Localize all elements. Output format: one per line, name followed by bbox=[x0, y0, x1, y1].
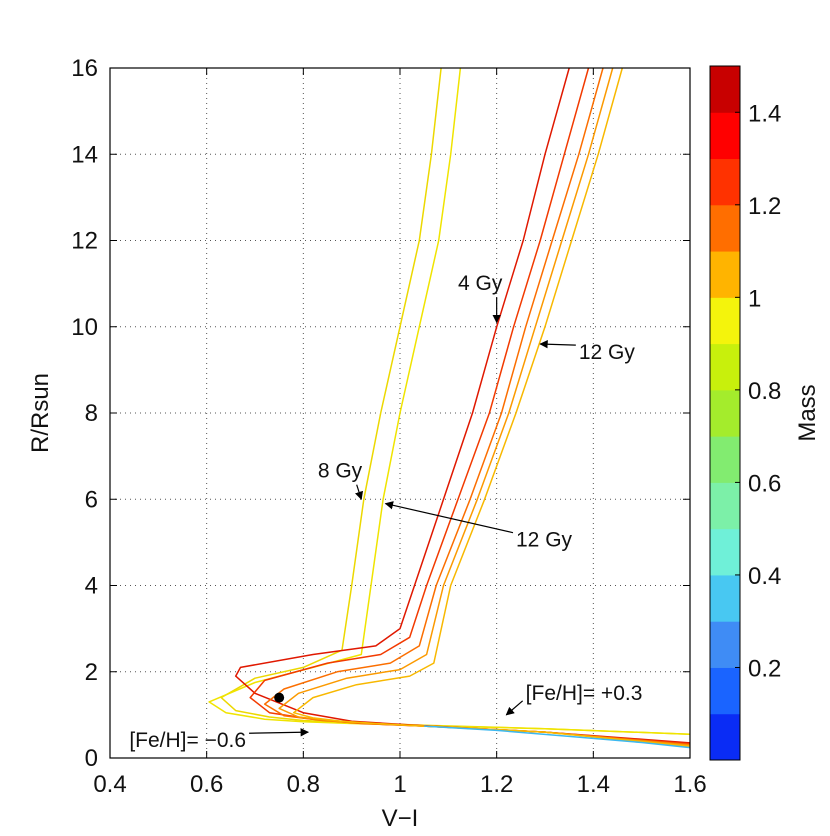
x-tick-label: 1.6 bbox=[673, 771, 706, 798]
colorbar-tick-label: 1.4 bbox=[748, 100, 781, 127]
isochrone-line bbox=[208, 67, 691, 736]
colorbar-frame bbox=[709, 65, 741, 761]
colorbar-segment bbox=[710, 204, 740, 252]
colorbar-tick-label: 1.2 bbox=[748, 193, 781, 220]
colorbar-label: Mass bbox=[794, 384, 821, 441]
annotation-label: 12 Gy bbox=[516, 529, 573, 552]
x-tick-label: 0.4 bbox=[93, 771, 126, 798]
colorbar-tick-label: 0.2 bbox=[748, 655, 781, 682]
x-tick-label: 0.6 bbox=[190, 771, 223, 798]
annotation-label: 8 Gy bbox=[318, 460, 363, 483]
annotation-arrow bbox=[249, 728, 310, 737]
x-tick-label: 1.2 bbox=[480, 771, 513, 798]
y-tick-label: 2 bbox=[85, 659, 98, 686]
colorbar-segment bbox=[710, 66, 740, 113]
annotation-label: 4 Gy bbox=[458, 272, 503, 295]
data-point-marker bbox=[274, 692, 285, 703]
isochrone-line bbox=[292, 67, 691, 748]
x-axis-label: V−I bbox=[382, 805, 419, 832]
x-axis-ticks: 0.4 0.6 0.8 1 1.2 1.4 1.6 bbox=[93, 68, 707, 798]
y-tick-label: 6 bbox=[85, 486, 98, 513]
colorbar-segment bbox=[710, 621, 740, 668]
colorbar-segment bbox=[710, 112, 740, 160]
colorbar-segment bbox=[710, 574, 740, 622]
colorbar-tick-label: 0.6 bbox=[748, 470, 781, 497]
annotation-label: [Fe/H]= +0.3 bbox=[526, 682, 643, 705]
y-tick-label: 14 bbox=[71, 141, 98, 168]
colorbar-segment bbox=[710, 158, 740, 206]
colorbar-segment bbox=[710, 482, 740, 530]
colorbar-tick-label: 0.8 bbox=[748, 378, 781, 405]
isochrone-line bbox=[424, 725, 691, 749]
marked-points bbox=[274, 692, 285, 703]
y-tick-label: 4 bbox=[85, 573, 98, 600]
colorbar: 0.2 0.4 0.6 0.8 1 1.2 1.4 bbox=[709, 65, 781, 761]
annotation-arrow bbox=[539, 340, 576, 349]
y-axis-label: R/Rsun bbox=[27, 373, 54, 453]
annotation-arrow bbox=[384, 501, 514, 534]
colorbar-segment bbox=[710, 389, 740, 437]
y-tick-label: 12 bbox=[71, 228, 98, 255]
isochrone-series bbox=[208, 67, 691, 749]
isochrone-line bbox=[249, 67, 691, 745]
annotation-label: 12 Gy bbox=[579, 341, 636, 364]
y-tick-label: 0 bbox=[85, 745, 98, 772]
x-tick-label: 0.8 bbox=[287, 771, 320, 798]
isochrone-line bbox=[263, 67, 691, 746]
annotation-label: [Fe/H]= −0.6 bbox=[129, 729, 246, 752]
x-tick-label: 1.4 bbox=[577, 771, 610, 798]
colorbar-segment bbox=[710, 528, 740, 576]
x-tick-label: 1 bbox=[393, 771, 406, 798]
colorbar-segment bbox=[710, 667, 740, 715]
annotations: 4 Gy 12 Gy 8 Gy 12 Gy [Fe/H]= +0.3 [Fe/H]= −0… bbox=[129, 272, 642, 752]
isochrone-line bbox=[278, 67, 691, 747]
colorbar-segment bbox=[710, 251, 740, 298]
colorbar-tick-label: 1 bbox=[748, 285, 761, 312]
colorbar-segment bbox=[710, 436, 740, 483]
y-axis-ticks: 0 2 4 6 8 10 12 14 16 bbox=[71, 55, 690, 772]
y-tick-label: 10 bbox=[71, 314, 98, 341]
isochrone-line bbox=[234, 67, 691, 744]
y-tick-label: 16 bbox=[71, 55, 98, 82]
colorbar-tick-label: 0.4 bbox=[748, 563, 781, 590]
colorbar-segment bbox=[710, 713, 740, 761]
annotation-arrow bbox=[505, 700, 524, 716]
y-tick-label: 8 bbox=[85, 400, 98, 427]
annotation-arrow bbox=[355, 484, 364, 501]
colorbar-segment bbox=[710, 343, 740, 391]
colorbar-segment bbox=[710, 297, 740, 345]
isochrone-line bbox=[220, 67, 691, 736]
